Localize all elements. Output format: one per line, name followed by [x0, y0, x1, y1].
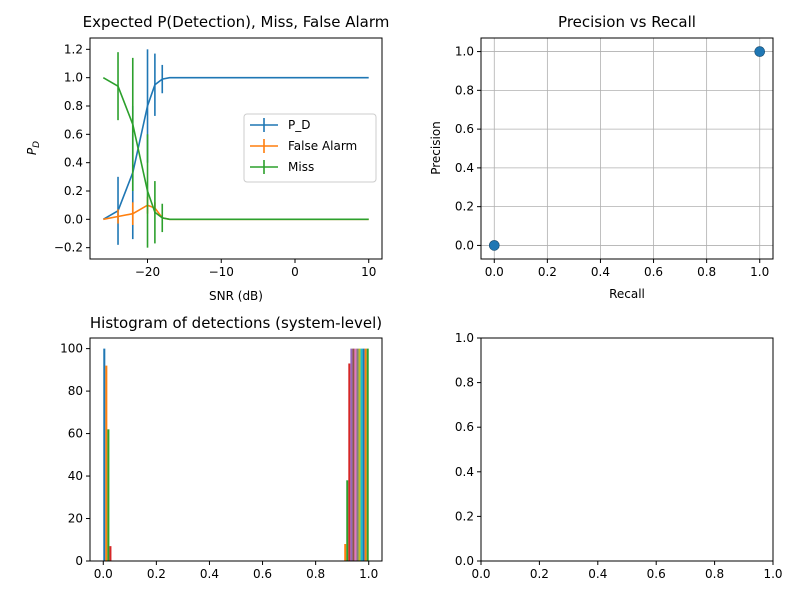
- pd-chart-frame: [89, 37, 383, 260]
- histogram-bar: [109, 546, 112, 561]
- empty-chart-frame: [480, 337, 774, 562]
- legend-label: False Alarm: [288, 139, 357, 153]
- pd-chart-ytick-label: −0.2: [54, 241, 83, 255]
- histogram-bar: [105, 365, 108, 561]
- empty-chart-xtick-label: 0.2: [530, 567, 549, 581]
- legend-label: P_D: [288, 118, 310, 132]
- histogram-xtick-label: 0.2: [147, 567, 166, 581]
- pd-chart-xtick-label: 0: [291, 265, 299, 279]
- empty-chart-ytick-label: 0.6: [455, 420, 474, 434]
- pd-chart-ytick-label: 0.8: [64, 99, 83, 113]
- histogram-bar: [360, 348, 363, 561]
- precision-recall-ytick-label: 0.6: [455, 122, 474, 136]
- pd-chart-xtick-label: −20: [135, 265, 160, 279]
- precision-recall-xtick-label: 1.0: [750, 265, 769, 279]
- legend-box: [243, 113, 377, 183]
- pd-chart-xlabel: SNR (dB): [209, 289, 263, 303]
- histogram-xtick-label: 0.6: [253, 567, 272, 581]
- empty-chart: 0.0 0.2 0.4 0.6 0.8 1.0 0.0 0.2 0.4 0.6 0.8 1.0: [455, 331, 783, 581]
- empty-chart-ytick-label: 0.0: [455, 554, 474, 568]
- pd-chart-ytick-label: 0.4: [64, 156, 83, 170]
- legend-item-p-d: P_D: [250, 118, 310, 132]
- legend-label: Miss: [288, 160, 314, 174]
- empty-chart-ytick-label: 0.4: [455, 465, 474, 479]
- precision-recall-xlabel: Recall: [609, 287, 645, 301]
- precision-recall-chart: 0.0 0.2 0.4 0.6 0.8 1.0 0.0 0.2 0.4 0.6 0.8 1.0 Pre…: [429, 13, 774, 301]
- histogram-bar: [366, 348, 369, 561]
- empty-chart-xtick-label: 0.8: [705, 567, 724, 581]
- precision-recall-xtick-label: 0.6: [644, 265, 663, 279]
- histogram-bar: [362, 348, 365, 561]
- histogram-xtick-label: 0.8: [306, 567, 325, 581]
- histogram-ytick-label: 80: [68, 384, 83, 398]
- pd-chart: −20 −10 0 10 −0.2 0.0 0.2 0.4 0.6 0.8 1.0 1.2 Expec…: [25, 13, 389, 303]
- histogram-bar: [348, 363, 351, 561]
- histogram-xtick-label: 0.0: [94, 567, 113, 581]
- empty-chart-ytick-label: 0.2: [455, 509, 474, 523]
- histogram-bar: [354, 348, 357, 561]
- precision-recall-ytick-label: 0.8: [455, 83, 474, 97]
- empty-chart-ytick-label: 0.8: [455, 376, 474, 390]
- empty-chart-xtick-label: 0.4: [588, 567, 607, 581]
- precision-recall-frame: [480, 37, 774, 260]
- histogram-ytick-label: 0: [75, 554, 83, 568]
- precision-recall-ylabel: Precision: [429, 121, 443, 175]
- precision-recall-xtick-label: 0.0: [485, 265, 504, 279]
- histogram-bar: [103, 348, 106, 561]
- histogram-ytick-label: 60: [68, 427, 83, 441]
- pd-chart-ylabel-text: P: [25, 147, 39, 155]
- empty-chart-xtick-label: 0.6: [647, 567, 666, 581]
- precision-recall-xtick-label: 0.2: [538, 265, 557, 279]
- pd-chart-ytick-label: 0.2: [64, 184, 83, 198]
- empty-chart-xtick-label: 1.0: [763, 567, 782, 581]
- empty-chart-xtick-label: 0.0: [471, 567, 490, 581]
- histogram-xtick-label: 1.0: [359, 567, 378, 581]
- histogram-xtick-label: 0.4: [200, 567, 219, 581]
- scatter-point: [754, 46, 766, 57]
- precision-recall-ytick-label: 1.0: [455, 45, 474, 59]
- histogram-bar: [364, 348, 367, 561]
- precision-recall-ytick-label: 0.2: [455, 200, 474, 214]
- histogram-bar: [358, 348, 361, 561]
- precision-recall-ytick-label: 0.4: [455, 161, 474, 175]
- scatter-point: [488, 240, 500, 251]
- histogram-ytick-label: 100: [60, 342, 83, 356]
- precision-recall-xtick-label: 0.4: [591, 265, 610, 279]
- histogram-ytick-label: 40: [68, 469, 83, 483]
- empty-chart-ytick-label: 1.0: [455, 331, 474, 345]
- histogram-bar: [350, 348, 353, 561]
- pd-chart-ylabel: PD: [25, 141, 42, 155]
- pd-chart-ytick-label: 0.6: [64, 127, 83, 141]
- pd-chart-xtick-label: −10: [209, 265, 234, 279]
- pd-chart-xtick-label: 10: [361, 265, 376, 279]
- pd-chart-ylabel-sub: D: [32, 141, 42, 148]
- histogram-bar: [356, 348, 359, 561]
- histogram-frame: [89, 337, 383, 562]
- pd-chart-legend: P_D False Alarm Miss: [243, 113, 377, 183]
- histogram-bar: [352, 348, 355, 561]
- legend-item-false-alarm: False Alarm: [250, 139, 357, 153]
- pd-chart-ytick-label: 0.0: [64, 212, 83, 226]
- pd-chart-title: Expected P(Detection), Miss, False Alarm: [83, 13, 390, 31]
- histogram-title: Histogram of detections (system-level): [90, 314, 382, 332]
- histogram-ytick-label: 20: [68, 512, 83, 526]
- precision-recall-xtick-label: 0.8: [697, 265, 716, 279]
- histogram-bar: [344, 544, 347, 561]
- legend-item-miss: Miss: [250, 160, 314, 174]
- precision-recall-ytick-label: 0.0: [455, 238, 474, 252]
- pd-chart-ytick-label: 1.2: [64, 42, 83, 56]
- histogram-bar: [107, 429, 110, 561]
- precision-recall-title: Precision vs Recall: [558, 13, 696, 31]
- histogram-chart: 0.0 0.2 0.4 0.6 0.8 1.0 0 20 40 60 80 100 Histogram…: [60, 314, 383, 581]
- histogram-bar: [346, 480, 349, 561]
- pd-chart-ytick-label: 1.0: [64, 71, 83, 85]
